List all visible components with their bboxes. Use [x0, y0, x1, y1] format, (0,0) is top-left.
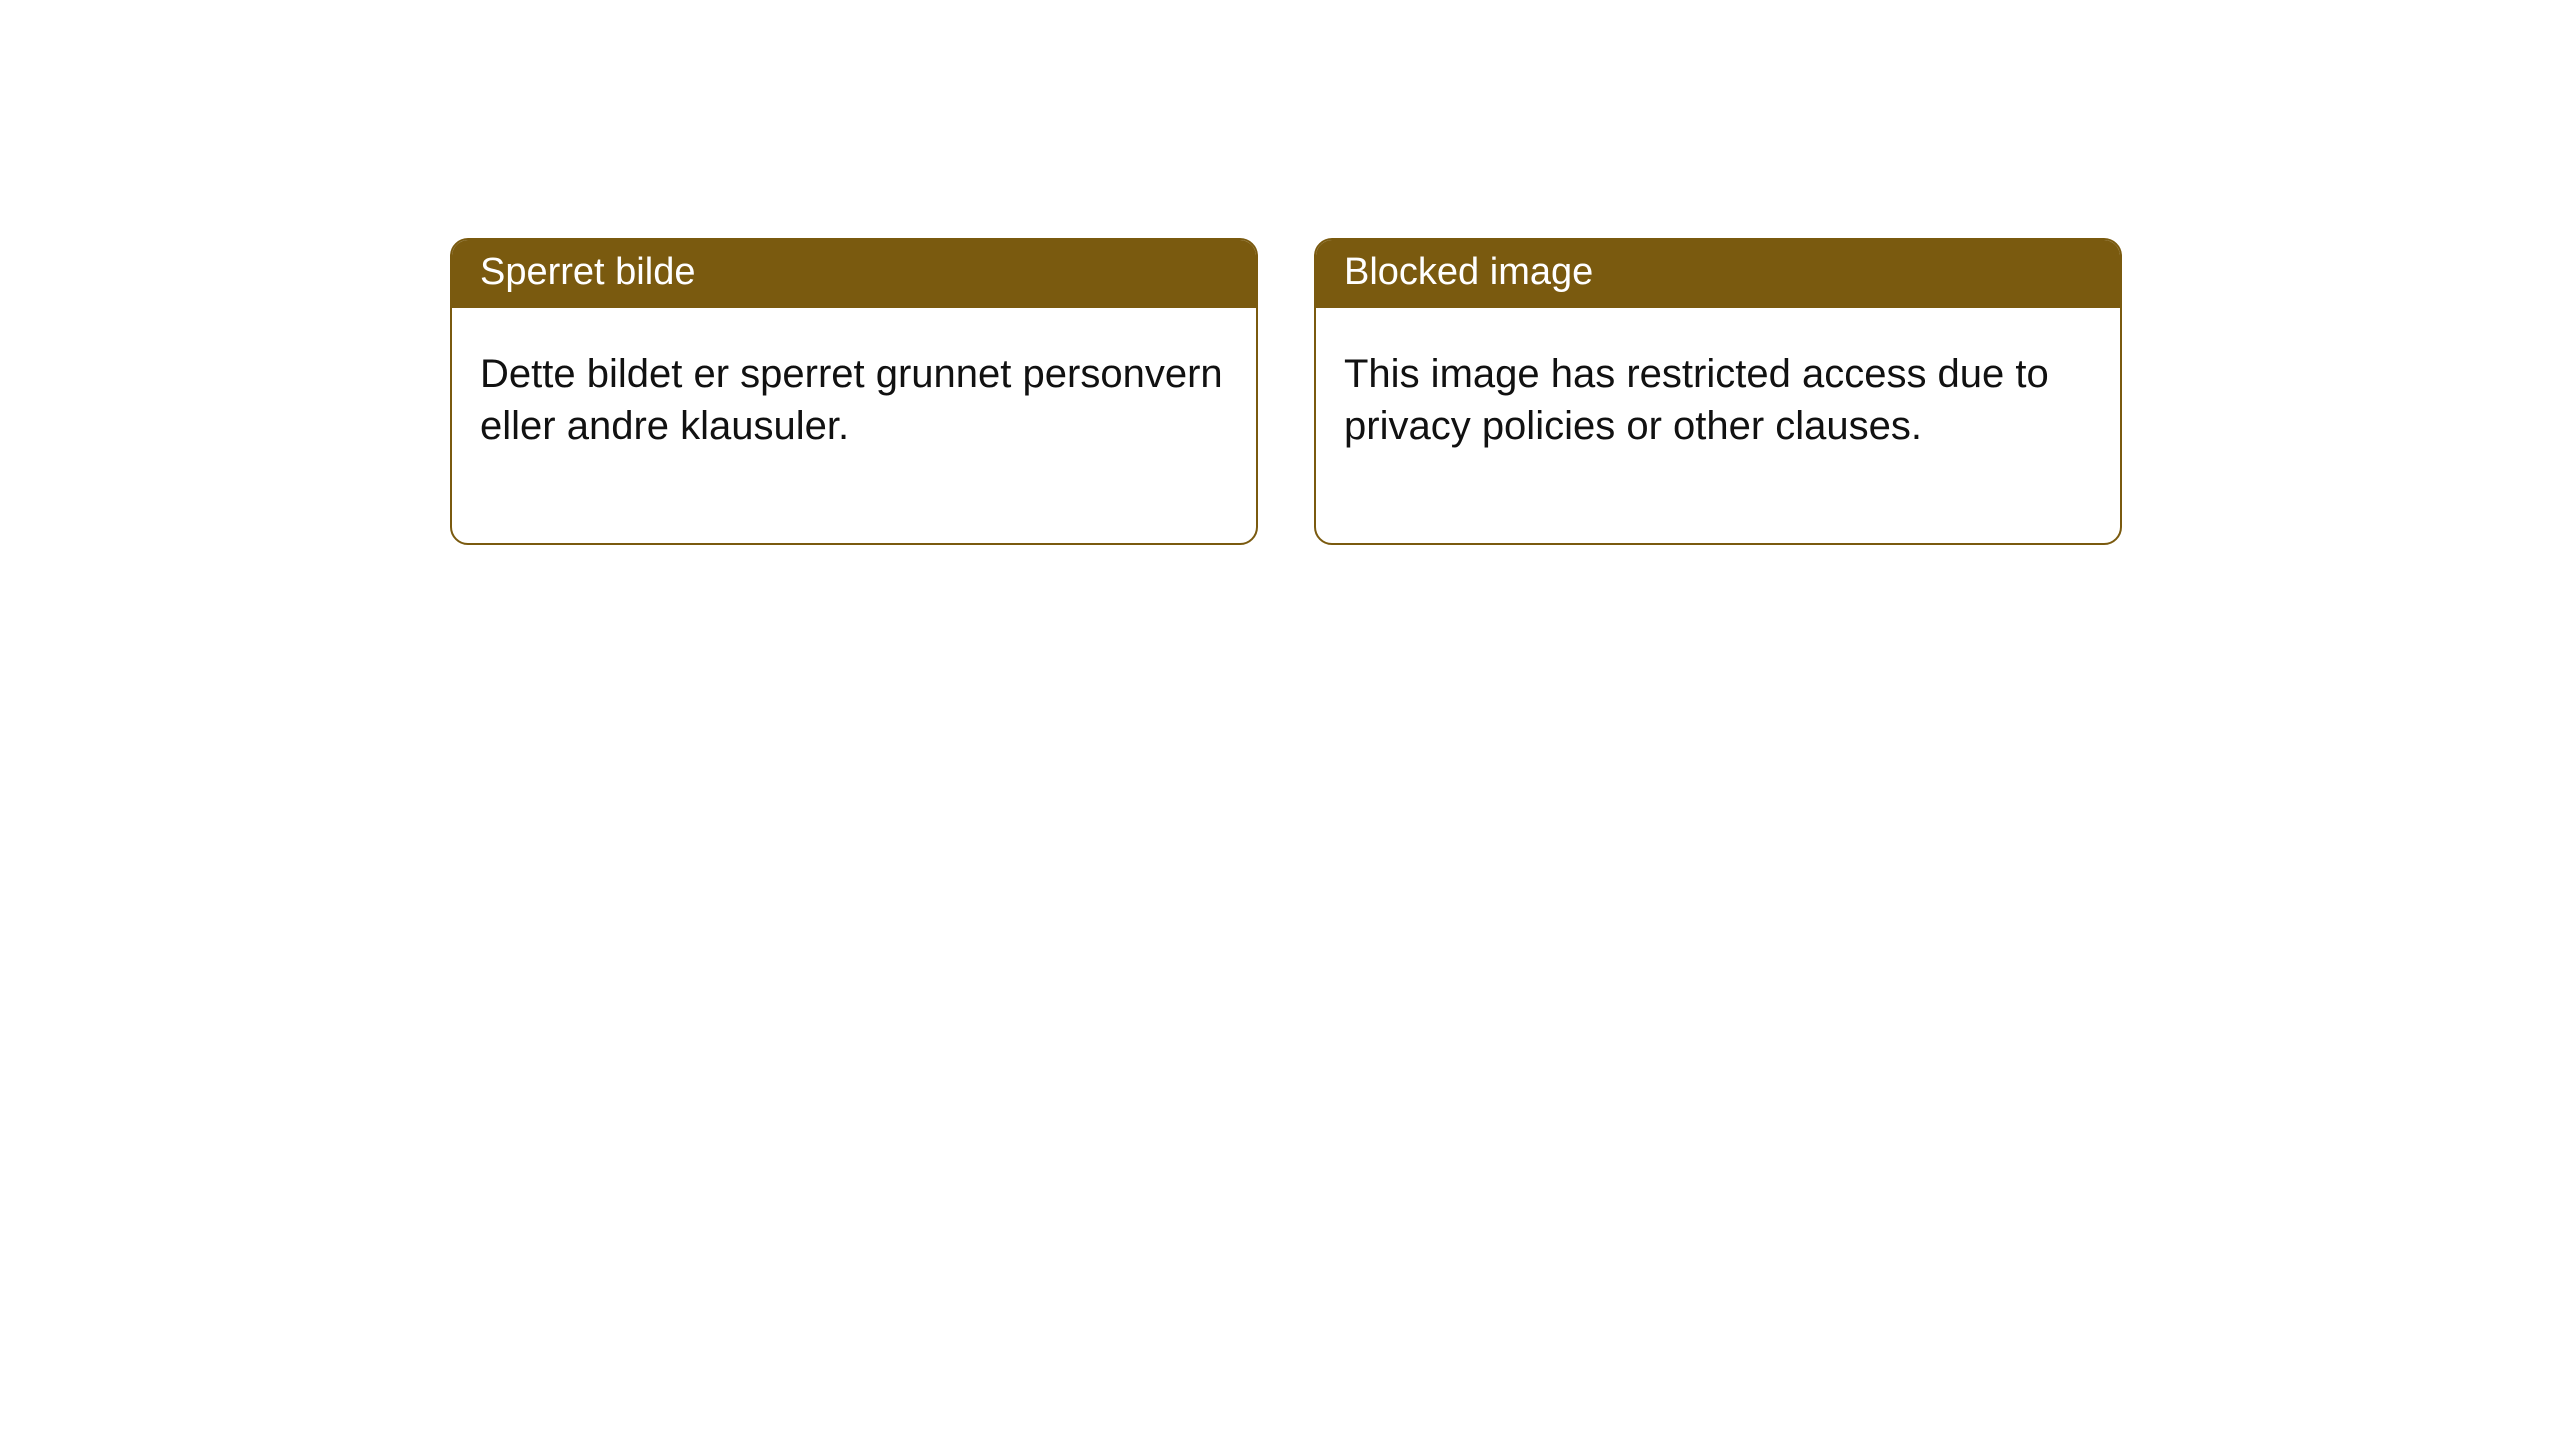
notice-body-norwegian: Dette bildet er sperret grunnet personve… — [452, 308, 1256, 544]
notice-header-english: Blocked image — [1316, 240, 2120, 308]
notice-container: Sperret bilde Dette bildet er sperret gr… — [450, 238, 2122, 545]
notice-body-english: This image has restricted access due to … — [1316, 308, 2120, 544]
notice-card-norwegian: Sperret bilde Dette bildet er sperret gr… — [450, 238, 1258, 545]
notice-header-norwegian: Sperret bilde — [452, 240, 1256, 308]
notice-card-english: Blocked image This image has restricted … — [1314, 238, 2122, 545]
